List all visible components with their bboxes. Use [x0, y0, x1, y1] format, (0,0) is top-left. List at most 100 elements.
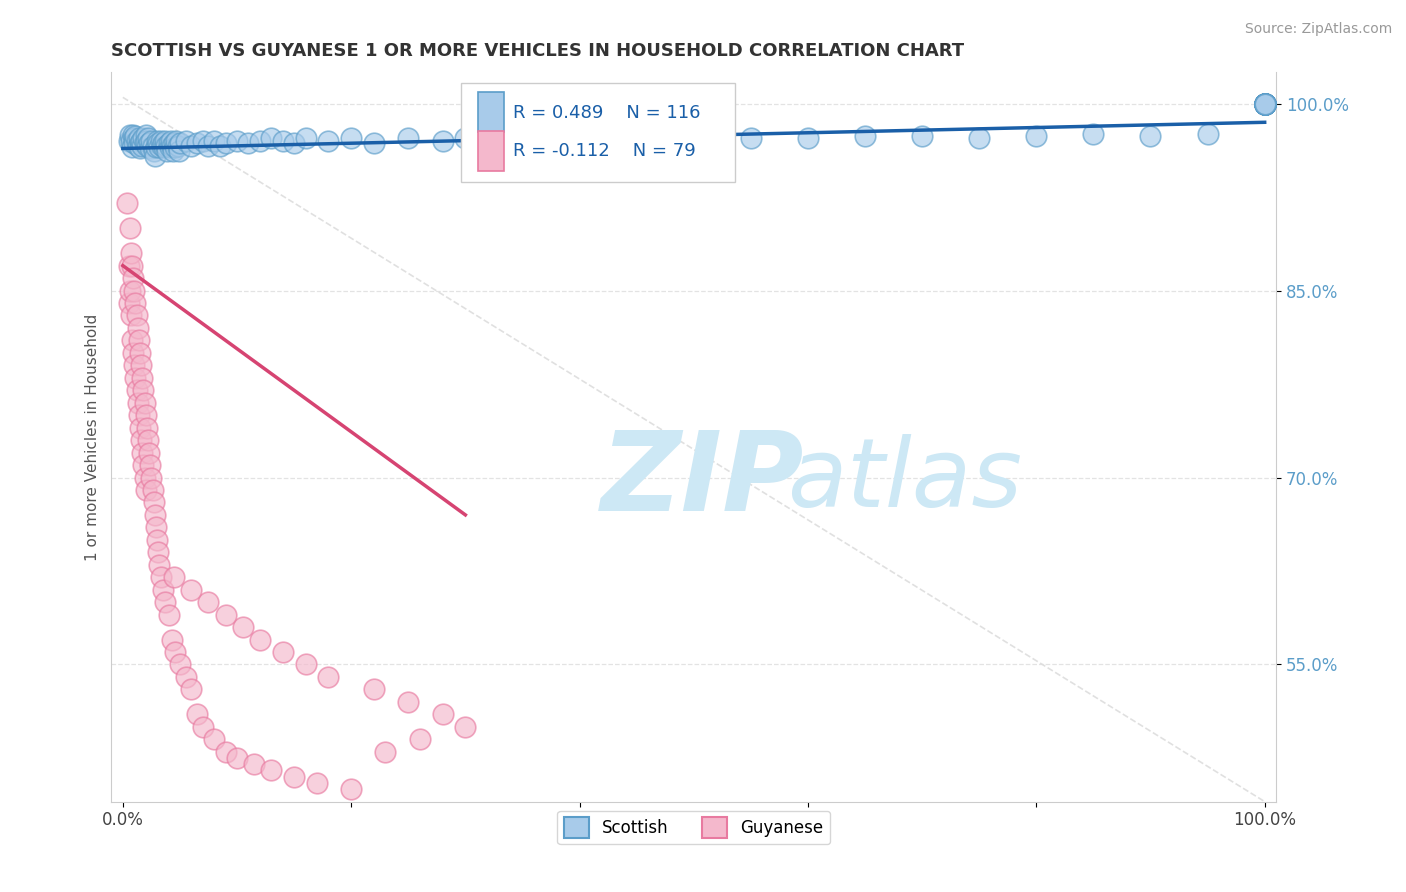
Point — [132, 131, 155, 145]
Point — [1253, 96, 1275, 111]
Point — [124, 128, 146, 143]
Point — [121, 334, 143, 348]
Point — [294, 131, 316, 145]
Point — [135, 483, 157, 497]
Point — [1253, 96, 1275, 111]
Point — [1253, 96, 1275, 111]
Point — [591, 134, 613, 148]
Point — [374, 745, 396, 759]
Point — [157, 607, 180, 622]
Point — [121, 140, 143, 154]
Point — [155, 139, 177, 153]
Point — [214, 136, 236, 151]
Point — [568, 131, 591, 145]
Point — [148, 140, 170, 154]
Point — [148, 558, 170, 572]
Text: SCOTTISH VS GUYANESE 1 OR MORE VEHICLES IN HOUSEHOLD CORRELATION CHART: SCOTTISH VS GUYANESE 1 OR MORE VEHICLES … — [111, 42, 965, 60]
Point — [129, 136, 152, 151]
Point — [1253, 96, 1275, 111]
Point — [249, 632, 271, 647]
Point — [180, 682, 202, 697]
Text: Source: ZipAtlas.com: Source: ZipAtlas.com — [1244, 22, 1392, 37]
Point — [135, 408, 157, 422]
Point — [260, 764, 283, 778]
Point — [202, 732, 225, 747]
Point — [214, 607, 236, 622]
Point — [305, 776, 328, 790]
Point — [283, 770, 305, 784]
Point — [167, 144, 190, 158]
Point — [125, 384, 148, 398]
Point — [166, 134, 188, 148]
Point — [967, 131, 990, 145]
Point — [122, 128, 145, 142]
Point — [174, 670, 197, 684]
Point — [396, 131, 419, 145]
Point — [396, 695, 419, 709]
Point — [249, 134, 271, 148]
Point — [124, 296, 146, 310]
Point — [150, 139, 173, 153]
Point — [135, 420, 157, 434]
Point — [127, 139, 149, 153]
Point — [128, 334, 150, 348]
Point — [174, 134, 197, 148]
Point — [125, 134, 148, 148]
Point — [409, 732, 432, 747]
Point — [238, 136, 260, 151]
Point — [125, 309, 148, 323]
Point — [1253, 96, 1275, 111]
Point — [1253, 96, 1275, 111]
Point — [153, 595, 176, 609]
Point — [122, 359, 145, 373]
Point — [156, 144, 179, 158]
Point — [141, 470, 163, 484]
Point — [118, 221, 141, 235]
Point — [208, 139, 231, 153]
Point — [180, 582, 202, 597]
Point — [1253, 96, 1275, 111]
Point — [191, 720, 214, 734]
Point — [363, 682, 385, 697]
Point — [363, 136, 385, 151]
Point — [1253, 96, 1275, 111]
Point — [186, 707, 208, 722]
Point — [166, 139, 188, 153]
Text: ZIP: ZIP — [600, 427, 804, 534]
Point — [1253, 96, 1275, 111]
Point — [146, 533, 169, 547]
Point — [117, 296, 139, 310]
Point — [165, 140, 187, 154]
Point — [740, 131, 762, 145]
Point — [120, 134, 142, 148]
Point — [159, 134, 181, 148]
Point — [122, 284, 145, 298]
Point — [797, 131, 820, 145]
Point — [127, 321, 149, 335]
Point — [143, 149, 166, 163]
Point — [122, 346, 145, 360]
Point — [122, 136, 145, 151]
Point — [260, 131, 283, 145]
Point — [1253, 96, 1275, 111]
Point — [131, 445, 153, 459]
Point — [626, 131, 648, 145]
Text: atlas: atlas — [787, 434, 1022, 527]
Point — [152, 136, 174, 151]
Point — [1253, 96, 1275, 111]
Point — [853, 128, 876, 143]
Point — [142, 144, 165, 158]
Point — [129, 433, 152, 447]
Point — [1253, 96, 1275, 111]
Point — [121, 259, 143, 273]
Point — [191, 134, 214, 148]
Point — [117, 196, 139, 211]
Point — [153, 140, 176, 154]
Point — [134, 136, 156, 151]
Point — [117, 134, 139, 148]
Point — [159, 140, 181, 154]
Point — [129, 420, 152, 434]
Point — [132, 458, 155, 472]
Point — [153, 134, 176, 148]
Point — [146, 134, 169, 148]
